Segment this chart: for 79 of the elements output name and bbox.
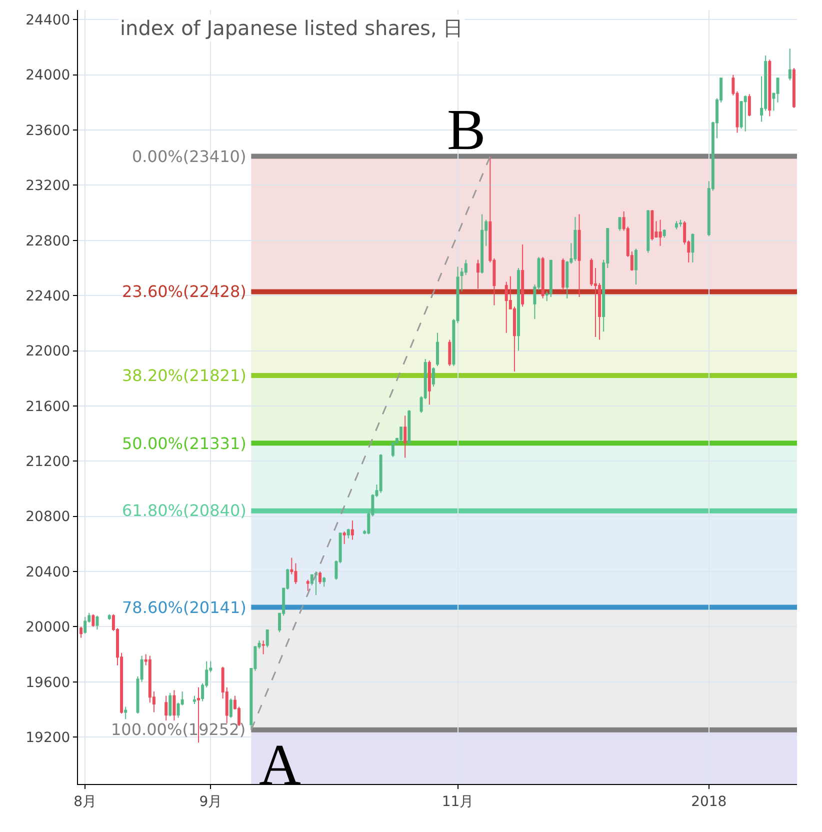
candlestick: [646, 210, 650, 254]
candlestick: [480, 214, 484, 274]
candlestick: [541, 256, 544, 299]
candlestick: [124, 706, 128, 720]
y-tick-label: 19200: [26, 730, 70, 746]
candlestick: [379, 454, 382, 494]
candlestick: [521, 244, 524, 308]
candlestick: [562, 258, 565, 291]
y-tick-label: 21200: [26, 454, 70, 470]
ref-line-label: 50.00%(21331): [122, 434, 246, 453]
y-tick-label: 24400: [26, 12, 70, 29]
candlestick: [768, 59, 772, 117]
candlestick: [634, 248, 638, 286]
candlestick: [744, 95, 747, 132]
candlestick: [574, 216, 577, 262]
candlestick: [318, 571, 322, 584]
candlestick: [788, 48, 792, 81]
candlestick: [391, 441, 394, 458]
candlestick: [192, 695, 196, 704]
candlestick: [80, 626, 83, 638]
candlestick: [650, 210, 654, 241]
candlestick: [679, 219, 682, 228]
candlestick: [266, 628, 269, 648]
y-tick-label: 19600: [26, 674, 70, 691]
candlestick: [408, 410, 411, 446]
candlestick: [658, 219, 662, 246]
ref-line-label: 78.60%(20141): [122, 598, 246, 617]
candlestick: [314, 571, 318, 596]
candlestick: [306, 579, 310, 592]
y-tick-label: 23200: [26, 178, 70, 194]
candlestick: [229, 698, 232, 718]
candlestick: [346, 528, 350, 539]
candlestick: [172, 690, 176, 722]
candlestick: [168, 692, 172, 717]
candlestick: [92, 614, 95, 628]
candlestick: [164, 695, 168, 722]
ref-line-label: 23.60%(22428): [122, 282, 246, 301]
candlestick: [549, 259, 552, 298]
annotation: A: [259, 732, 301, 797]
candlestick: [748, 94, 751, 117]
candlestick: [322, 576, 326, 588]
y-tick-label: 22800: [26, 233, 70, 250]
candlestick: [432, 366, 435, 388]
candlestick: [792, 67, 796, 108]
y-tick-label: 20800: [26, 509, 70, 526]
candlestick: [476, 259, 480, 290]
candlestick: [350, 520, 354, 540]
candlestick: [691, 233, 694, 263]
candlestick: [448, 339, 452, 366]
y-tick-label: 23600: [26, 122, 70, 139]
ref-line-label: 0.00%(23410): [132, 147, 246, 166]
candlestick: [618, 216, 622, 232]
candlestick: [84, 616, 87, 634]
x-tick-label: 11月: [442, 794, 474, 810]
y-tick-label: 21600: [26, 398, 70, 415]
chart-title: index of Japanese listed shares, 日: [120, 16, 464, 40]
candlestick: [428, 360, 431, 406]
x-tick-label: 8月: [74, 794, 97, 810]
candlestick: [436, 332, 439, 366]
candlestick: [400, 426, 403, 442]
y-tick-label: 20000: [26, 620, 70, 636]
ref-line-label: 61.80%(20840): [122, 501, 246, 520]
candlestick: [108, 614, 111, 620]
candlestick: [675, 220, 678, 230]
ref-line-label: 38.20%(21821): [122, 366, 246, 385]
x-tick-label: 2018: [691, 794, 727, 810]
candlestick: [578, 214, 581, 298]
x-tick-label: 9月: [199, 794, 222, 810]
candlestick: [404, 415, 407, 458]
y-tick-label: 24000: [26, 68, 70, 84]
candlestick: [517, 268, 520, 352]
candlestick: [96, 615, 99, 630]
candlestick: [662, 228, 666, 238]
candlestick: [262, 640, 265, 655]
annotation: B: [447, 97, 486, 162]
y-tick-label: 20400: [26, 564, 70, 580]
y-tick-label: 22000: [26, 344, 70, 360]
y-tick-label: 22400: [26, 288, 70, 304]
candlestick: [342, 531, 346, 544]
